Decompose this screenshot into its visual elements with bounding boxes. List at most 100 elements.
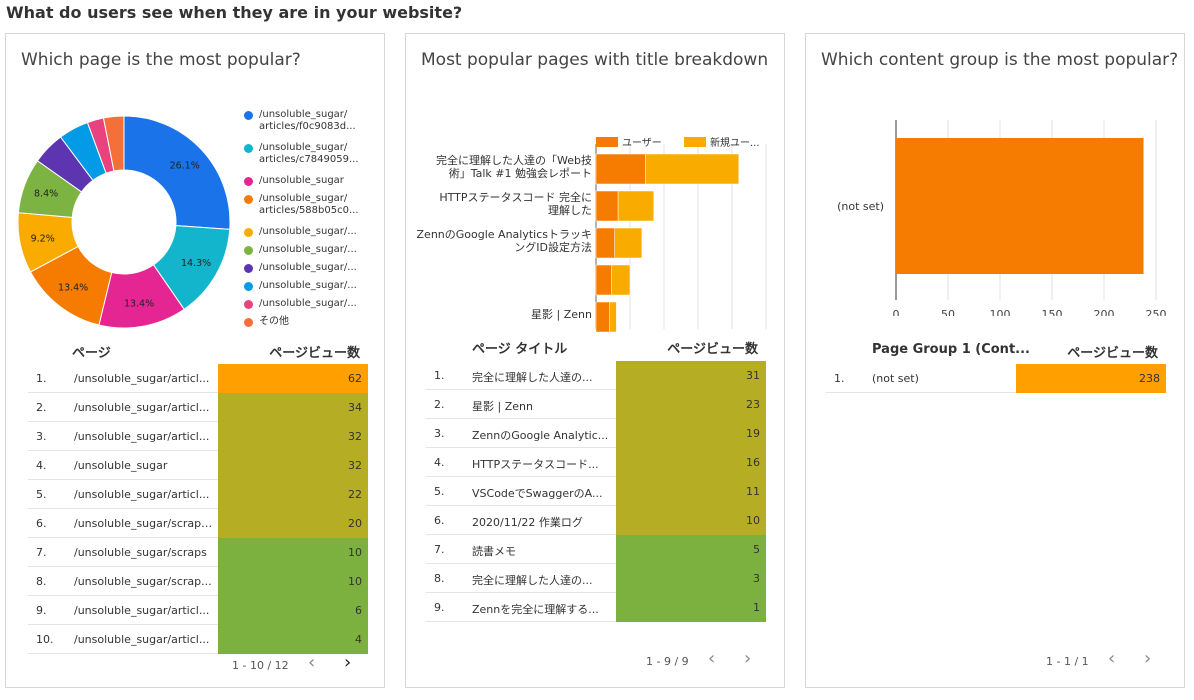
next-page-button[interactable]: ›	[344, 652, 352, 673]
next-page-button[interactable]: ›	[1144, 648, 1152, 669]
prev-page-button[interactable]: ‹	[308, 652, 316, 673]
row-value: 10	[746, 514, 760, 527]
table-row[interactable]: 7. /unsoluble_sugar/scraps 10	[28, 538, 368, 567]
row-label: /unsoluble_sugar/articl...	[74, 488, 210, 501]
table-row[interactable]: 3. /unsoluble_sugar/articl... 32	[28, 422, 368, 451]
table-row[interactable]: 8. /unsoluble_sugar/scrap... 10	[28, 567, 368, 596]
page-table: ページ ページビュー数 1. /unsoluble_sugar/articl...…	[28, 336, 368, 656]
row-index: 10.	[36, 633, 54, 646]
donut-slice[interactable]	[102, 115, 125, 172]
table-header-group: Page Group 1 (Cont...	[872, 342, 1030, 357]
table-row[interactable]: 3. ZennのGoogle Analytic... 19	[426, 419, 766, 448]
row-value-bar	[218, 625, 368, 654]
bar-segment[interactable]	[595, 190, 619, 222]
slice-label: 9.2%	[31, 234, 55, 245]
row-label: (not set)	[872, 372, 919, 385]
legend-label[interactable]: ユーザー	[622, 137, 662, 149]
bar-segment[interactable]	[595, 264, 612, 296]
prev-page-button[interactable]: ‹	[1108, 648, 1116, 669]
row-value-bar	[616, 361, 766, 390]
row-label: 完全に理解した人達の...	[472, 371, 593, 384]
row-value-bar	[218, 596, 368, 625]
next-page-button[interactable]: ›	[744, 648, 752, 669]
bar-segment[interactable]	[645, 153, 740, 185]
table-row[interactable]: 5. /unsoluble_sugar/articl... 22	[28, 480, 368, 509]
row-value: 22	[348, 488, 362, 501]
table-header-page: ページ	[72, 346, 111, 361]
row-index: 5.	[36, 488, 47, 501]
bar[interactable]	[896, 138, 1144, 274]
row-index: 2.	[434, 398, 445, 411]
bar-segment[interactable]	[614, 227, 643, 259]
table-row[interactable]: 6. 2020/11/22 作業ログ 10	[426, 506, 766, 535]
legend-label: /unsoluble_sugar/...	[259, 226, 357, 237]
table-row[interactable]: 5. VSCodeでSwaggerのA... 11	[426, 477, 766, 506]
legend-color-dot	[244, 264, 253, 273]
x-tick-label: 50	[941, 308, 955, 316]
slice-label: 13.4%	[124, 299, 154, 310]
row-label: /unsoluble_sugar/articl...	[74, 633, 210, 646]
row-value: 4	[355, 633, 362, 646]
table-header-pageviews[interactable]: ページビュー数	[667, 342, 758, 357]
x-tick-label: 100	[990, 308, 1011, 316]
row-index: 3.	[434, 427, 445, 440]
pager-range: 1 - 1 / 1	[1046, 655, 1089, 668]
row-label: /unsoluble_sugar/scrap...	[74, 575, 212, 588]
table-header-pageviews[interactable]: ページビュー数	[269, 346, 360, 361]
row-index: 9.	[36, 604, 47, 617]
bar-segment[interactable]	[609, 301, 617, 333]
legend-color-dot	[244, 228, 253, 237]
row-value: 20	[348, 517, 362, 530]
row-value-bar	[616, 390, 766, 419]
card2-title: Most popular pages with title breakdown	[421, 50, 769, 70]
pager-card1: 1 - 10 / 12	[232, 659, 289, 672]
bar-segment[interactable]	[595, 153, 646, 185]
table-row[interactable]: 9. Zennを完全に理解する... 1	[426, 593, 766, 622]
table-row[interactable]: 6. /unsoluble_sugar/scraps... 20	[28, 509, 368, 538]
bar-segment[interactable]	[595, 227, 615, 259]
row-index: 1.	[434, 369, 445, 382]
row-value: 16	[746, 456, 760, 469]
table-row[interactable]: 8. 完全に理解した人達の... 3	[426, 564, 766, 593]
table-row[interactable]: 1. (not set) 238	[826, 364, 1166, 393]
row-value-bar	[218, 480, 368, 509]
row-value: 3	[753, 572, 760, 585]
bar-segment[interactable]	[617, 190, 655, 222]
row-value: 5	[753, 543, 760, 556]
row-label: ZennのGoogle Analytic...	[472, 429, 609, 442]
row-value-bar	[218, 422, 368, 451]
table-row[interactable]: 2. 星影 | Zenn 23	[426, 390, 766, 419]
table-header-pageviews[interactable]: ページビュー数	[1067, 346, 1158, 361]
row-index: 4.	[434, 456, 445, 469]
legend-label[interactable]: 新規ユー...	[710, 136, 760, 149]
slice-label: 14.3%	[181, 258, 211, 269]
row-value-bar	[218, 364, 368, 393]
stacked-bar-chart: 020406080100ユーザー新規ユー...完全に理解した人達の「Web技術」…	[417, 136, 767, 333]
legend-label: /unsoluble_sugar/articles/c7849059...	[259, 142, 359, 165]
bar-segment[interactable]	[595, 301, 610, 333]
prev-page-button[interactable]: ‹	[708, 648, 716, 669]
row-index: 2.	[36, 401, 47, 414]
table-row[interactable]: 2. /unsoluble_sugar/articl... 34	[28, 393, 368, 422]
table-row[interactable]: 9. /unsoluble_sugar/articl... 6	[28, 596, 368, 625]
table-row[interactable]: 1. 完全に理解した人達の... 31	[426, 361, 766, 390]
row-label: HTTPステータスコード...	[472, 458, 599, 471]
bar-segment[interactable]	[611, 264, 631, 296]
table-row[interactable]: 10. /unsoluble_sugar/articl... 4	[28, 625, 368, 654]
content-group-bar-chart: 0 50 100 150 200 250 (not set)	[837, 120, 1167, 316]
row-value: 31	[746, 369, 760, 382]
table-row[interactable]: 4. /unsoluble_sugar 32	[28, 451, 368, 480]
row-index: 3.	[36, 430, 47, 443]
legend-color-dot	[244, 195, 253, 204]
row-label: /unsoluble_sugar/scraps	[74, 546, 207, 559]
y-category-label: HTTPステータスコード 完全に	[439, 190, 592, 204]
table-row[interactable]: 7. 読書メモ 5	[426, 535, 766, 564]
row-index: 8.	[434, 572, 445, 585]
donut-slice[interactable]	[123, 115, 231, 230]
legend-swatch	[684, 137, 706, 147]
legend-color-dot	[244, 144, 253, 153]
table-row[interactable]: 1. /unsoluble_sugar/articl... 62	[28, 364, 368, 393]
table-row[interactable]: 4. HTTPステータスコード... 16	[426, 448, 766, 477]
table-header-title: ページ タイトル	[472, 342, 568, 357]
row-value: 10	[348, 546, 362, 559]
